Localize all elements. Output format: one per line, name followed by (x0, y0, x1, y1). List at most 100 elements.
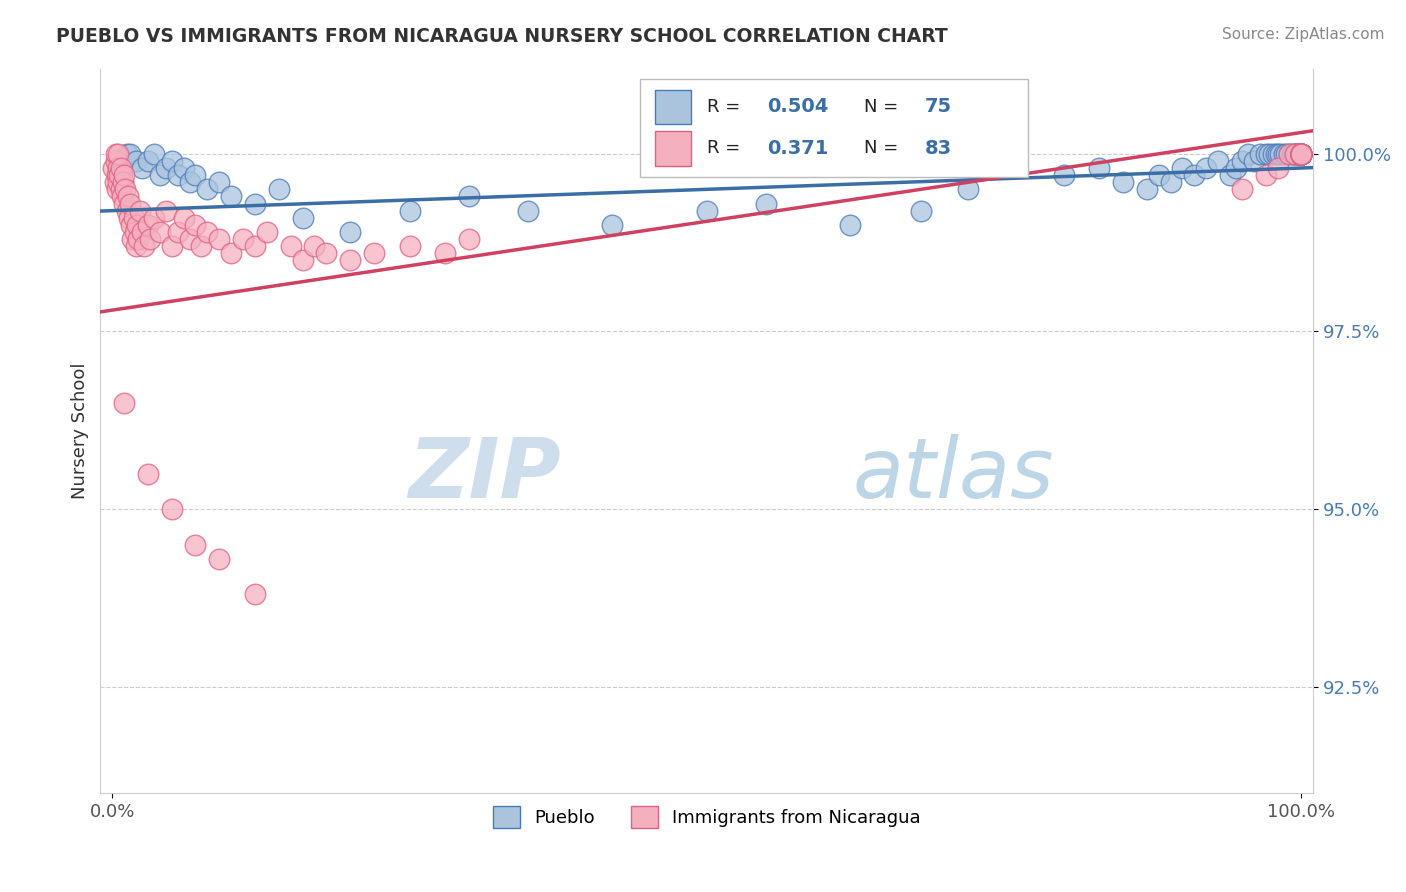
Point (122, 211, 145, 225)
Point (267, 182, 290, 196)
Point (120, 146, 142, 161)
Point (838, 218, 860, 232)
Point (208, 552, 231, 566)
Point (105, 182, 128, 196)
Text: N =: N = (865, 139, 904, 157)
Point (1284, 146, 1306, 161)
Point (1278, 146, 1301, 161)
Point (398, 239, 420, 253)
Point (458, 232, 481, 246)
Point (1289, 146, 1312, 161)
Point (1195, 161, 1218, 175)
Point (120, 196, 142, 211)
Point (1291, 146, 1313, 161)
Point (179, 175, 201, 189)
Point (1289, 146, 1312, 161)
Text: N =: N = (865, 98, 904, 116)
Point (1237, 146, 1260, 161)
Point (1147, 168, 1170, 182)
Point (179, 232, 201, 246)
Point (108, 168, 131, 182)
Point (1254, 146, 1277, 161)
Point (291, 211, 314, 225)
Point (243, 239, 266, 253)
FancyBboxPatch shape (655, 89, 690, 124)
Point (173, 211, 195, 225)
Point (114, 182, 136, 196)
Point (160, 239, 183, 253)
FancyBboxPatch shape (655, 131, 690, 166)
Point (1112, 175, 1135, 189)
Point (1182, 168, 1205, 182)
Point (110, 161, 132, 175)
Point (1291, 146, 1313, 161)
Point (280, 239, 302, 253)
Text: ZIP: ZIP (409, 434, 561, 515)
Point (1088, 161, 1111, 175)
Point (1291, 146, 1313, 161)
Point (458, 189, 481, 203)
Y-axis label: Nursery School: Nursery School (72, 363, 89, 500)
Point (184, 168, 207, 182)
Point (142, 146, 165, 161)
Point (910, 203, 932, 218)
Point (111, 175, 134, 189)
Point (1230, 182, 1253, 196)
Point (1291, 146, 1313, 161)
Point (125, 239, 148, 253)
Text: 75: 75 (925, 97, 952, 117)
Point (115, 146, 138, 161)
Point (149, 168, 172, 182)
Text: Source: ZipAtlas.com: Source: ZipAtlas.com (1222, 27, 1385, 42)
Point (160, 502, 183, 516)
FancyBboxPatch shape (640, 79, 1028, 178)
Point (166, 225, 188, 239)
Point (1284, 146, 1306, 161)
Point (107, 146, 129, 161)
Point (103, 161, 125, 175)
Point (107, 161, 129, 175)
Point (1225, 161, 1247, 175)
Point (111, 168, 134, 182)
Text: R =: R = (707, 139, 745, 157)
Text: atlas: atlas (852, 434, 1054, 515)
Point (1291, 146, 1313, 161)
Point (243, 587, 266, 601)
Point (1243, 153, 1265, 168)
Point (127, 232, 149, 246)
Point (1291, 146, 1313, 161)
Point (1272, 146, 1295, 161)
Point (117, 189, 139, 203)
Point (160, 153, 183, 168)
Point (110, 182, 132, 196)
Point (1285, 146, 1308, 161)
Point (136, 153, 159, 168)
Point (339, 225, 361, 239)
Point (1291, 146, 1313, 161)
Text: 0.371: 0.371 (768, 139, 828, 158)
Point (434, 246, 457, 260)
Point (315, 246, 337, 260)
Point (1219, 168, 1241, 182)
Point (291, 253, 314, 268)
Point (1289, 146, 1312, 161)
Point (190, 239, 212, 253)
Point (208, 232, 231, 246)
Point (957, 182, 980, 196)
Point (232, 232, 254, 246)
Point (1291, 146, 1313, 161)
Point (1268, 146, 1291, 161)
Point (1288, 146, 1310, 161)
Point (111, 189, 134, 203)
Point (112, 395, 135, 409)
Point (1291, 146, 1313, 161)
Point (1291, 146, 1313, 161)
Point (208, 175, 231, 189)
Point (1289, 146, 1312, 161)
Point (131, 225, 153, 239)
Point (105, 168, 128, 182)
Point (219, 189, 242, 203)
Point (166, 168, 188, 182)
Point (1258, 146, 1281, 161)
Point (1286, 146, 1309, 161)
